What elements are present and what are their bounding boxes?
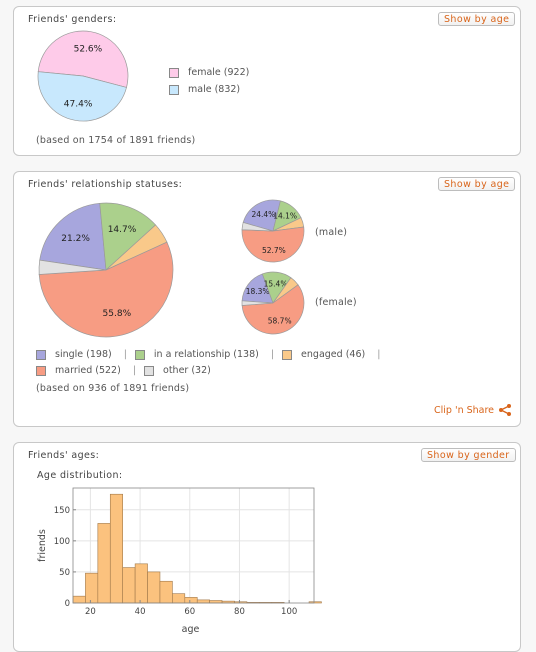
legend-female-label: female (922) bbox=[188, 67, 250, 78]
relationship-pie-chart: 21.2% 14.7% 55.8% bbox=[38, 202, 174, 338]
single-swatch bbox=[36, 349, 46, 360]
pie-label-male: 47.4% bbox=[64, 100, 93, 110]
share-icon bbox=[499, 404, 512, 416]
ages-title: Friends' ages: bbox=[28, 450, 100, 461]
x-tick-label: 20 bbox=[85, 607, 96, 617]
histogram-bar bbox=[109, 493, 123, 604]
pie-slice-other bbox=[38, 259, 107, 275]
pie-slice-single bbox=[242, 199, 281, 232]
pie-label-female: 52.6% bbox=[74, 45, 103, 55]
female-pie-label: (female) bbox=[315, 297, 357, 308]
pie-slice-male bbox=[37, 71, 127, 122]
x-axis-label: age bbox=[182, 624, 200, 635]
legend-married-label: married (522) bbox=[55, 365, 121, 376]
pie-label-single: 18.3% bbox=[246, 287, 270, 296]
histogram-bar bbox=[122, 567, 136, 604]
pie-slice-other bbox=[241, 300, 274, 306]
pie-slice-female bbox=[37, 30, 129, 88]
female-swatch bbox=[169, 67, 179, 78]
pie-label-in-a-relationship: 14.7% bbox=[108, 225, 137, 235]
histogram-bar bbox=[147, 571, 161, 604]
x-tick-label: 60 bbox=[184, 607, 195, 617]
y-tick-label: 0 bbox=[65, 599, 70, 609]
genders-title: Friends' genders: bbox=[28, 14, 117, 25]
relationships-note: (based on 936 of 1891 friends) bbox=[36, 383, 190, 394]
legend-separator: | bbox=[270, 349, 275, 360]
histogram-bar bbox=[97, 523, 111, 604]
pie-label-single: 24.4% bbox=[251, 210, 275, 219]
legend-single-label: single (198) bbox=[55, 349, 112, 360]
plot-frame bbox=[72, 487, 315, 604]
pie-slice-married bbox=[241, 226, 305, 263]
histogram-bar bbox=[196, 599, 210, 604]
gender-pie-chart: 52.6% 47.4% bbox=[37, 30, 129, 122]
legend-row-1: single (198) | in a relationship (138) |… bbox=[36, 349, 388, 360]
pie-slice-married bbox=[241, 284, 305, 335]
histogram-bar bbox=[159, 580, 173, 604]
pie-slice-other bbox=[241, 222, 274, 232]
histogram-bar bbox=[85, 572, 99, 604]
show-by-age-button-2[interactable]: Show by age bbox=[438, 177, 516, 191]
pie-slice-married bbox=[38, 241, 174, 338]
age-histogram: 0 50 100 150 20 40 60 80 100 age friends bbox=[37, 487, 322, 635]
clip-n-share-link[interactable]: Clip 'n Share bbox=[434, 404, 512, 416]
married-swatch bbox=[36, 365, 46, 376]
age-distribution-title: Age distribution: bbox=[37, 470, 123, 481]
legend-engaged-label: engaged (46) bbox=[301, 349, 366, 360]
y-tick-label: 50 bbox=[59, 568, 70, 578]
legend-separator: | bbox=[123, 349, 127, 360]
genders-panel: Friends' genders: Show by age 52.6% 47.4%… bbox=[13, 6, 521, 156]
genders-note: (based on 1754 of 1891 friends) bbox=[36, 135, 196, 146]
y-tick-label: 100 bbox=[54, 537, 70, 547]
pie-label-married: 58.7% bbox=[268, 317, 292, 326]
pie-slice-single bbox=[39, 202, 107, 271]
ages-panel: Friends' ages: Show by gender Age distri… bbox=[13, 442, 521, 652]
relationships-panel: Friends' relationship statuses: Show by … bbox=[13, 171, 521, 427]
show-by-age-button[interactable]: Show by age bbox=[438, 12, 516, 26]
legend-separator: | bbox=[132, 365, 137, 376]
legend-row-2: married (522) | other (32) bbox=[36, 365, 211, 376]
legend-male: male (832) bbox=[169, 84, 240, 95]
engaged-swatch bbox=[282, 349, 293, 360]
histogram-bar bbox=[172, 593, 186, 604]
male-swatch bbox=[169, 84, 179, 95]
histogram-bar bbox=[184, 597, 198, 604]
legend-relationship-label: in a relationship (138) bbox=[153, 349, 259, 360]
legend-separator: | bbox=[377, 349, 381, 360]
x-tick-label: 40 bbox=[135, 607, 146, 617]
pie-label-in-a-relationship: 14.1% bbox=[273, 212, 297, 221]
relationships-title: Friends' relationship statuses: bbox=[28, 179, 183, 190]
histogram-bar bbox=[308, 601, 322, 604]
female-relationship-pie-chart: 18.3%15.4% 58.7% bbox=[241, 271, 305, 335]
x-tick-label: 80 bbox=[234, 607, 245, 617]
pie-label-married: 52.7% bbox=[262, 246, 286, 255]
legend-male-label: male (832) bbox=[188, 84, 241, 95]
male-pie-label: (male) bbox=[315, 227, 348, 238]
histogram-bar bbox=[72, 595, 86, 604]
histogram-bar bbox=[134, 563, 148, 604]
other-swatch bbox=[144, 365, 155, 376]
y-tick-label: 150 bbox=[54, 506, 70, 516]
legend-other-label: other (32) bbox=[163, 365, 211, 376]
pie-slice-in-a-relationship bbox=[99, 202, 157, 271]
legend-female: female (922) bbox=[169, 67, 249, 78]
pie-label-single: 21.2% bbox=[61, 234, 90, 244]
x-tick-label: 100 bbox=[281, 607, 297, 617]
clip-n-share-label: Clip 'n Share bbox=[434, 404, 495, 416]
relationship-swatch bbox=[134, 349, 145, 360]
show-by-gender-button[interactable]: Show by gender bbox=[421, 448, 516, 462]
pie-label-married: 55.8% bbox=[103, 309, 132, 319]
pie-label-in-a-relationship: 15.4% bbox=[264, 280, 288, 289]
y-axis-label: friends bbox=[37, 529, 48, 562]
male-relationship-pie-chart: 24.4%14.1% 52.7% bbox=[241, 199, 305, 263]
